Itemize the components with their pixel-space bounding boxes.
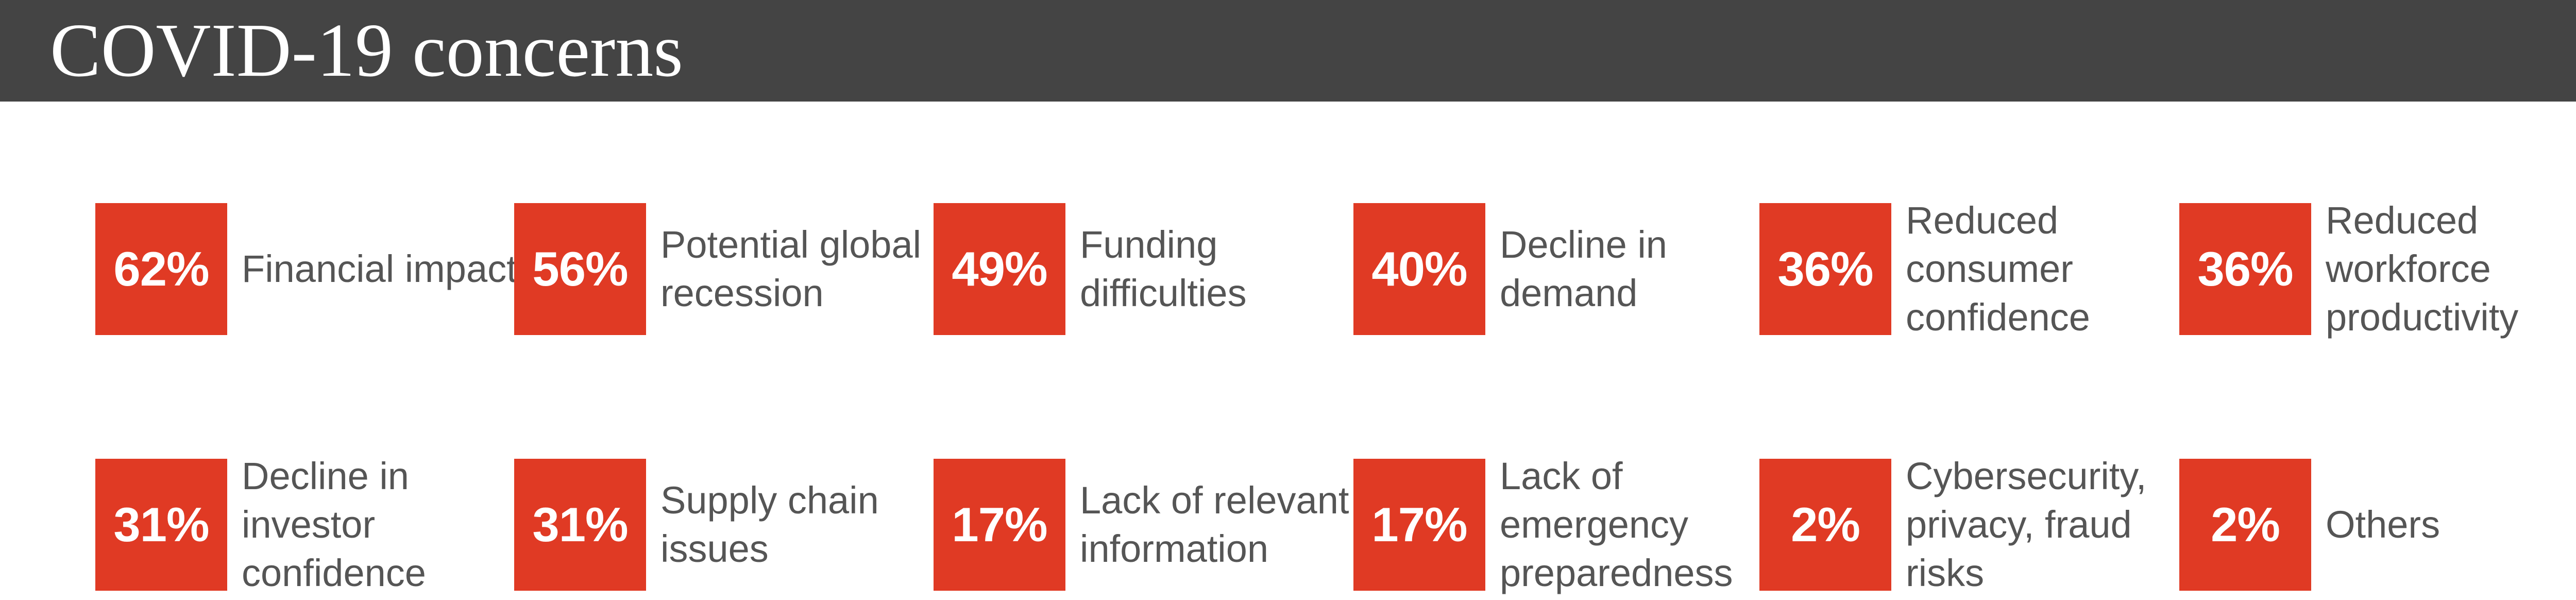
percent-value: 49% xyxy=(952,242,1047,296)
concern-label-text: Decline in demand xyxy=(1500,223,1667,314)
concern-label-text: Potential global recession xyxy=(660,223,922,314)
concern-label: Reduced consumer confidence xyxy=(1906,199,2194,339)
percent-value: 31% xyxy=(532,497,628,552)
concern-label: Potential global recession xyxy=(660,203,949,335)
concern-label-text: Lack of relevant information xyxy=(1080,479,1349,570)
concern-label: Supply chain issues xyxy=(660,459,949,591)
concern-label-text: Reduced workforce productivity xyxy=(2326,199,2519,339)
concern-label-text: Cybersecurity, privacy, fraud risks xyxy=(1906,455,2147,594)
concern-label-text: Others xyxy=(2326,503,2441,546)
percent-value: 17% xyxy=(952,497,1047,552)
percent-value: 40% xyxy=(1371,242,1467,296)
percent-box: 40% xyxy=(1353,203,1485,335)
concern-label: Funding difficulties xyxy=(1080,203,1368,335)
concern-label: Decline in investor confidence xyxy=(242,455,530,594)
concern-label: Others xyxy=(2326,459,2576,591)
percent-value: 36% xyxy=(1777,242,1873,296)
concern-label-text: Reduced consumer confidence xyxy=(1906,199,2090,339)
concern-label: Decline in demand xyxy=(1500,203,1788,335)
percent-box: 17% xyxy=(1353,459,1485,591)
page-title: COVID-19 concerns xyxy=(50,8,683,93)
percent-value: 36% xyxy=(2197,242,2293,296)
percent-box: 56% xyxy=(514,203,646,335)
percent-box: 36% xyxy=(2179,203,2311,335)
concern-label: Cybersecurity, privacy, fraud risks xyxy=(1906,455,2194,594)
percent-box: 2% xyxy=(2179,459,2311,591)
concern-label: Reduced workforce productivity xyxy=(2326,199,2576,339)
percent-value: 2% xyxy=(2211,497,2280,552)
concern-label-text: Funding difficulties xyxy=(1080,223,1247,314)
header-bar: COVID-19 concerns xyxy=(0,0,2576,102)
percent-value: 62% xyxy=(113,242,209,296)
percent-box: 2% xyxy=(1759,459,1891,591)
percent-value: 17% xyxy=(1371,497,1467,552)
percent-value: 2% xyxy=(1791,497,1860,552)
percent-value: 56% xyxy=(532,242,628,296)
percent-box: 49% xyxy=(934,203,1065,335)
concern-label-text: Decline in investor confidence xyxy=(242,455,426,594)
percent-box: 31% xyxy=(95,459,227,591)
percent-box: 17% xyxy=(934,459,1065,591)
concern-label: Financial impact xyxy=(242,203,530,335)
percent-box: 62% xyxy=(95,203,227,335)
concern-label: Lack of relevant information xyxy=(1080,459,1368,591)
percent-box: 31% xyxy=(514,459,646,591)
percent-value: 31% xyxy=(113,497,209,552)
concern-label-text: Supply chain issues xyxy=(660,479,879,570)
percent-box: 36% xyxy=(1759,203,1891,335)
concern-label: Lack of emergency preparedness xyxy=(1500,455,1788,594)
concern-label-text: Lack of emergency preparedness xyxy=(1500,455,1733,594)
concern-label-text: Financial impact xyxy=(242,247,517,290)
